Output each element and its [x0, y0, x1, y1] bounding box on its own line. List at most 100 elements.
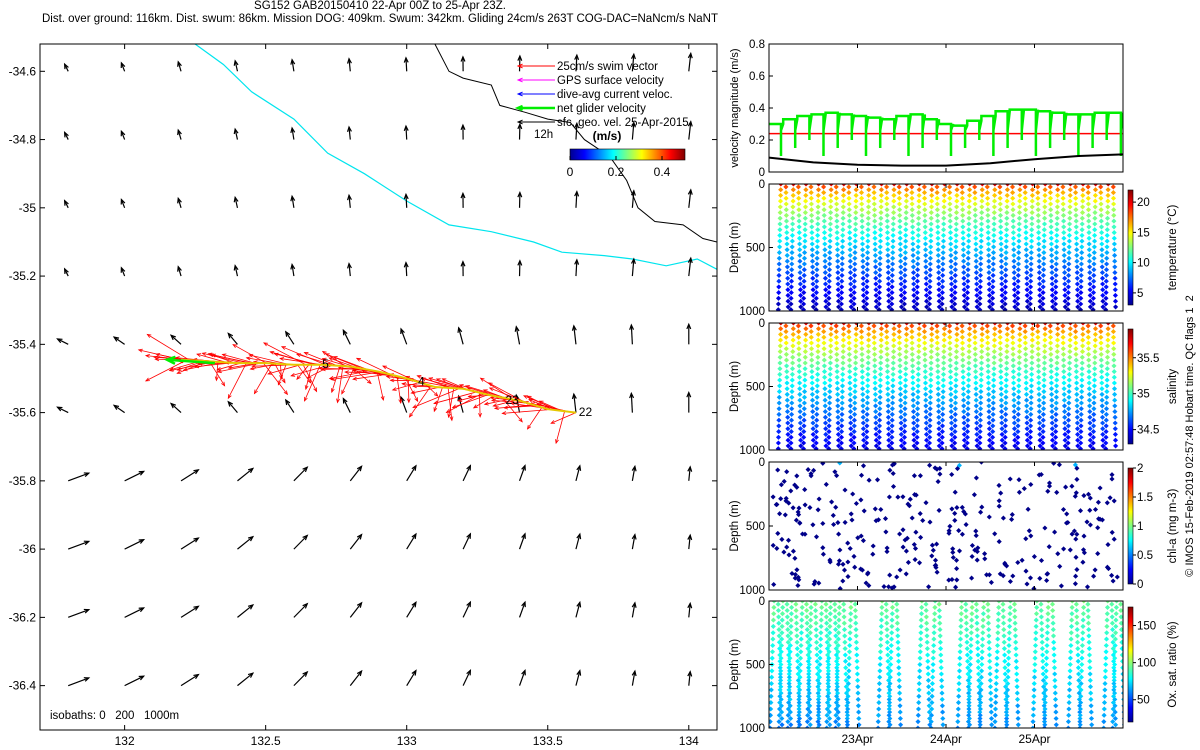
profile-point — [940, 250, 946, 256]
profile-point — [895, 627, 901, 633]
swim-vector-arrow-head — [303, 352, 309, 356]
profile-point — [873, 287, 879, 293]
profile-point — [814, 261, 820, 267]
profile-point — [990, 434, 996, 440]
profile-point — [961, 287, 967, 293]
profile-point — [810, 426, 816, 432]
geo-velocity-arrow-shaft — [180, 674, 199, 687]
profile-point — [989, 440, 996, 446]
geo-velocity-arrow-head — [460, 191, 466, 199]
profile-point — [896, 665, 902, 671]
geo-velocity-arrow — [574, 121, 580, 140]
profile-point — [986, 281, 992, 287]
profile-point — [940, 278, 946, 284]
profile-point — [939, 690, 945, 696]
profile-point — [1069, 601, 1075, 604]
profile-point — [1079, 371, 1085, 377]
profile-point — [927, 434, 933, 440]
profile-ylabel: Depth (m) — [729, 639, 741, 690]
profile-point — [834, 346, 840, 352]
profile-point — [990, 284, 996, 290]
profile-point — [1079, 238, 1085, 244]
profile-point — [923, 252, 929, 258]
profile-point — [1015, 709, 1021, 715]
geo-velocity-arrow-head — [346, 57, 352, 64]
profile-point — [789, 570, 795, 577]
profile-point — [871, 323, 877, 329]
profile-point — [788, 630, 794, 636]
profile-point — [1006, 636, 1012, 642]
profile-point — [898, 298, 904, 304]
profile-point — [992, 326, 998, 332]
profile-point — [826, 661, 832, 668]
profile-point — [932, 562, 938, 569]
profile-point — [1104, 215, 1111, 221]
profile-point — [1015, 417, 1021, 423]
geo-velocity-arrow-shaft — [518, 533, 526, 550]
profile-point — [1086, 646, 1092, 652]
profile-axes-box — [768, 461, 1124, 591]
geo-velocity-arrow-shaft — [630, 393, 633, 413]
velocity-y-tick-label: 0 — [759, 167, 765, 179]
geo-velocity-arrow-head — [247, 603, 255, 610]
profile-point — [884, 340, 890, 346]
profile-point — [826, 417, 832, 423]
profile-point — [775, 530, 781, 536]
profile-point — [856, 709, 862, 715]
profile-point — [853, 614, 859, 620]
profile-point — [965, 417, 971, 423]
profile-point — [978, 250, 984, 256]
legend-label: GPS surface velocity — [557, 75, 664, 87]
profile-point — [1022, 323, 1028, 329]
profile-point — [990, 400, 996, 406]
profile-point — [1053, 394, 1059, 400]
profile-point — [990, 423, 996, 429]
profile-point — [1066, 261, 1072, 267]
profile-point — [865, 210, 871, 216]
swim-vector-arrow-head — [328, 376, 334, 380]
profile-point — [965, 284, 971, 290]
profile-point — [1023, 212, 1029, 218]
profile-point — [947, 201, 953, 207]
profile-point — [815, 343, 821, 349]
profile-point — [1048, 351, 1054, 357]
geo-velocity-arrow-head — [687, 465, 693, 472]
swim-vector-arrow-head — [344, 370, 349, 375]
profile-point — [1010, 573, 1016, 579]
profile-point — [922, 346, 928, 352]
profile-point — [839, 267, 845, 273]
profile-point — [858, 184, 864, 190]
profile-point — [846, 195, 852, 201]
geo-velocity-arrow-shaft — [177, 266, 182, 277]
profile-point — [1113, 611, 1119, 617]
geo-velocity-arrow-head — [83, 608, 91, 614]
swim-vector-arrow-shaft — [277, 364, 287, 385]
profile-point — [1081, 604, 1087, 610]
profile-point — [889, 267, 895, 273]
profile-point — [1121, 696, 1123, 702]
profile-point — [973, 235, 979, 241]
geo-velocity-arrow — [349, 669, 363, 687]
profile-point — [978, 406, 984, 412]
profile-point — [802, 244, 808, 250]
profile-point — [1092, 204, 1098, 210]
profile-point — [890, 377, 896, 383]
profile-point — [1007, 617, 1013, 623]
profile-point — [872, 230, 878, 236]
profile-point — [777, 700, 783, 706]
profile-point — [991, 354, 997, 360]
profile-point — [821, 346, 827, 352]
profile-point — [1111, 386, 1118, 392]
profile-point — [1004, 337, 1010, 343]
geo-velocity-arrow — [346, 125, 352, 140]
profile-point — [922, 369, 928, 375]
geo-velocity-arrow — [687, 601, 693, 618]
profile-point — [1089, 722, 1095, 728]
profile-point — [1072, 184, 1079, 190]
profile-point — [1085, 207, 1092, 213]
profile-point — [1112, 281, 1118, 287]
geo-velocity-arrow-head — [290, 263, 296, 270]
profile-point — [990, 278, 996, 284]
profile-point — [1011, 426, 1018, 432]
profile-point — [936, 507, 942, 513]
